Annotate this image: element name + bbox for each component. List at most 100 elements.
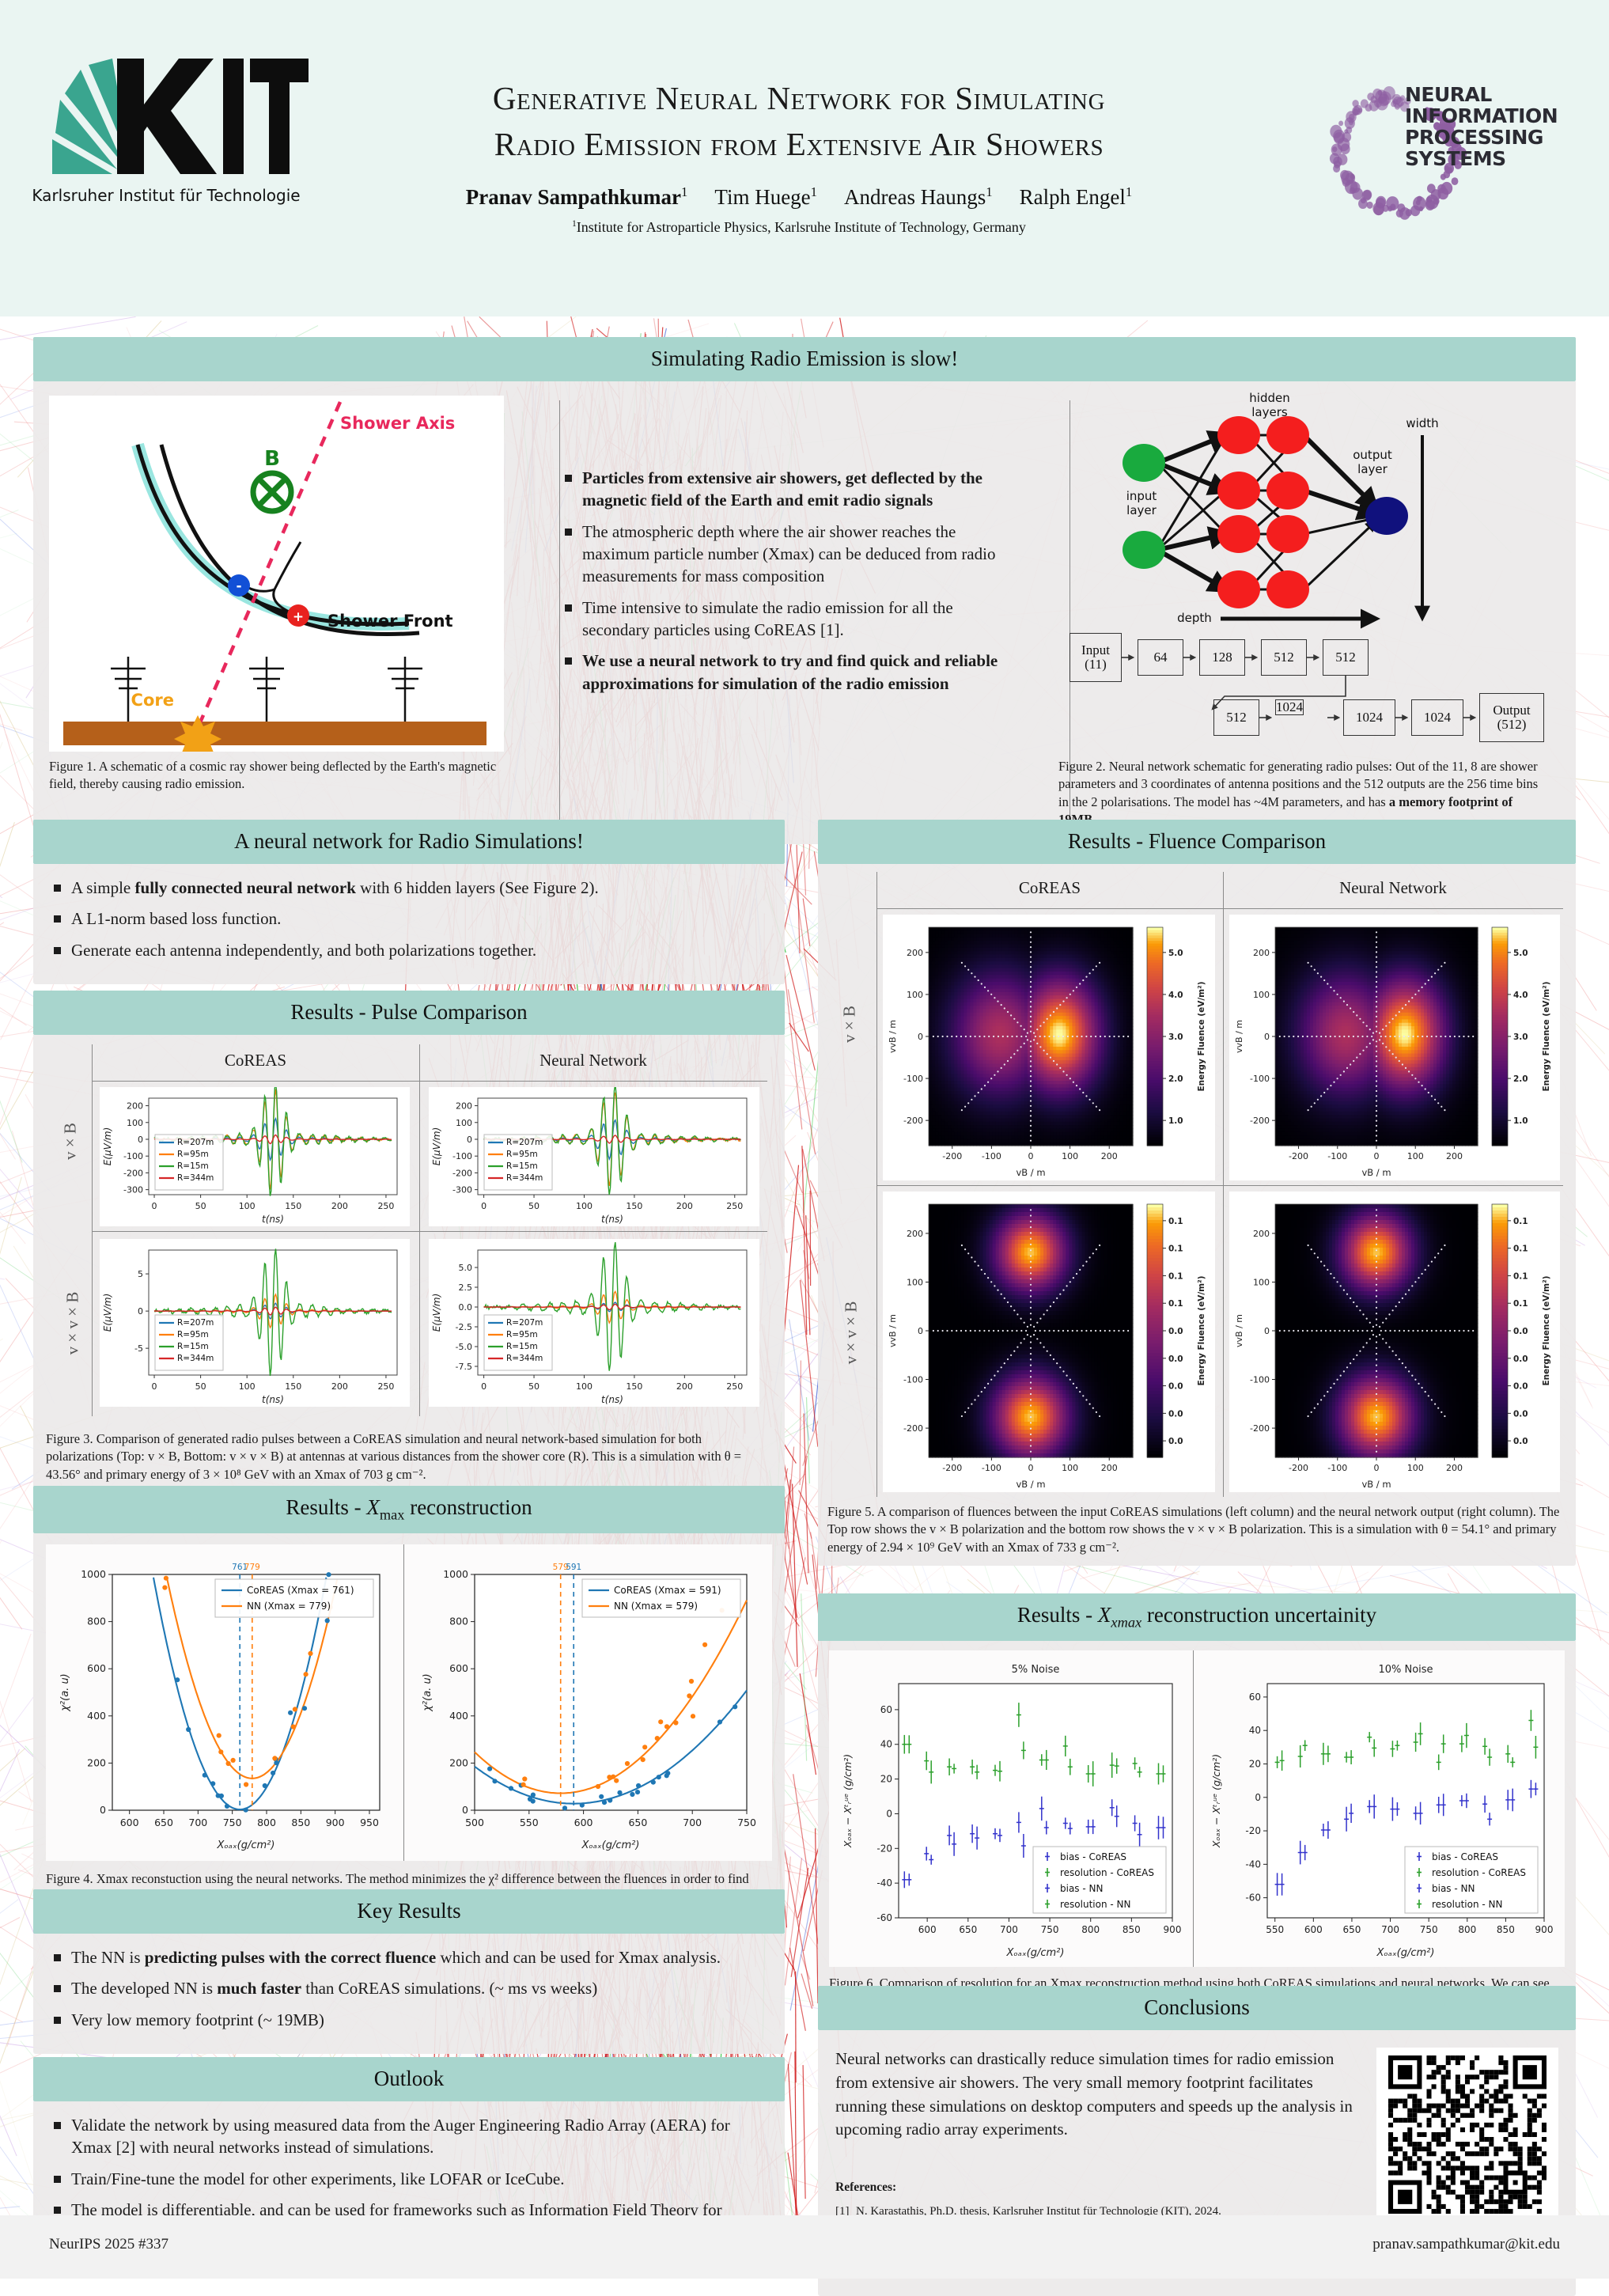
svg-text:250: 250 [726,1201,743,1211]
svg-text:800: 800 [87,1616,106,1627]
svg-text:100: 100 [576,1381,592,1392]
svg-text:E(μV/m): E(μV/m) [102,1294,113,1332]
svg-text:CoREAS (Xmax = 591): CoREAS (Xmax = 591) [614,1585,721,1596]
svg-text:B: B [264,447,280,471]
svg-text:200: 200 [127,1101,143,1112]
author-4: Ralph Engel [1020,185,1126,209]
svg-text:0: 0 [152,1201,157,1211]
svg-text:t(ns): t(ns) [262,1214,284,1225]
svg-text:R=15m: R=15m [506,1342,538,1351]
svg-text:0.0: 0.0 [459,1302,473,1313]
poster-header: Karlsruher Institut für Technologie Gene… [0,0,1609,316]
nn-pipeline-64: 64 [1138,639,1183,676]
section-pulse-comparison-title: Results - Pulse Comparison [33,991,785,1035]
nn-pipeline-512c: 512 [1213,699,1259,736]
svg-text:Shower Axis: Shower Axis [340,414,455,433]
section-pulse-comparison: Results - Pulse Comparison v × B v × v ×… [33,991,785,1495]
svg-text:50: 50 [528,1201,539,1211]
svg-text:R=207m: R=207m [177,1318,214,1328]
nn-pipeline-output: Output(512) [1479,693,1544,742]
nn-depth-label: depth [1169,611,1220,625]
svg-text:R=15m: R=15m [177,1342,209,1351]
svg-text:0: 0 [481,1381,486,1392]
section-xmax-uncertainty: Results - Xxmax reconstruction uncertain… [818,1593,1576,2020]
list-item: A simple fully connected neural network … [51,877,767,899]
figure-3-caption: Figure 3. Comparison of generated radio … [46,1430,772,1483]
section-conclusions-title: Conclusions [818,1986,1576,2030]
author-2-sup: 1 [811,184,817,199]
svg-text:R=344m: R=344m [506,1173,543,1183]
svg-text:R=344m: R=344m [177,1354,214,1363]
svg-text:Xₒₐₓ(g/cm²): Xₒₐₓ(g/cm²) [581,1839,640,1851]
svg-text:5: 5 [138,1269,143,1279]
svg-text:-5: -5 [134,1343,143,1354]
pulse-row-label-vxvxb: v × v × B [63,1276,83,1371]
svg-text:0: 0 [100,1804,106,1816]
section-fluence-comparison: Results - Fluence Comparison v × B v × v… [818,820,1576,1566]
svg-text:R=95m: R=95m [506,1330,538,1339]
affiliation: 1Institute for Astroparticle Physics, Ka… [332,219,1266,236]
svg-text:200: 200 [331,1381,348,1392]
pulse-grid-vline-mid [419,1044,420,1416]
neurips-line-1: NEURAL [1405,84,1558,105]
svg-text:0: 0 [138,1135,143,1145]
svg-text:200: 200 [449,1757,468,1769]
svg-text:150: 150 [285,1201,301,1211]
svg-text:500: 500 [465,1817,484,1828]
svg-text:NN (Xmax = 579): NN (Xmax = 579) [614,1601,698,1612]
svg-text:E(μV/m): E(μV/m) [431,1127,442,1166]
figure-1-container: B - + Core Shower Axis Shower Front [49,396,539,828]
nn-output-layer-label: output layer [1337,448,1408,476]
section-nn-radio-title: A neural network for Radio Simulations! [33,820,785,864]
svg-text:R=207m: R=207m [177,1138,214,1147]
pulse-grid-vline-left [92,1044,93,1416]
svg-text:650: 650 [154,1817,173,1828]
svg-text:950: 950 [360,1817,379,1828]
list-item: Very low memory footprint (~ 19MB) [51,2009,767,2031]
svg-text:0: 0 [138,1306,143,1317]
poster-footer: NeurIPS 2025 #337 pranav.sampathkumar@ki… [0,2215,1609,2279]
section-nn-radio-simulations: A neural network for Radio Simulations! … [33,820,785,984]
svg-text:100: 100 [456,1118,472,1128]
references-heading: References: [835,2178,1361,2197]
page-title-line-1: Generative Neural Network for Simulating [332,75,1266,121]
svg-text:150: 150 [626,1381,642,1392]
svg-text:750: 750 [223,1817,242,1828]
figure-1-caption: Figure 1. A schematic of a cosmic ray sh… [49,758,504,794]
svg-text:E(μV/m): E(μV/m) [102,1127,113,1166]
section-key-results-title: Key Results [33,1889,785,1934]
svg-text:-2.5: -2.5 [456,1322,472,1332]
svg-text:400: 400 [449,1710,468,1722]
svg-text:200: 200 [331,1201,348,1211]
svg-text:600: 600 [120,1817,139,1828]
fluence-row-label-vxvxb: v × v × B [842,1278,861,1389]
nn-pipeline-512b: 512 [1323,639,1369,676]
simulating-slow-bullets: Particles from extensive air showers, ge… [539,396,1038,828]
svg-text:591: 591 [566,1563,581,1572]
svg-text:-200: -200 [123,1168,143,1178]
list-item: The atmospheric depth where the air show… [562,521,1024,588]
svg-text:100: 100 [239,1381,256,1392]
figure-2-image: hidden layers width output layer input l… [1058,396,1549,712]
svg-text:100: 100 [239,1201,256,1211]
svg-text:100: 100 [127,1118,143,1128]
svg-text:+: + [293,609,304,625]
svg-text:0: 0 [481,1201,486,1211]
fluence-grid-hline-mid [876,1185,1563,1186]
svg-text:R=95m: R=95m [177,1150,209,1159]
svg-text:0: 0 [152,1381,157,1392]
svg-text:800: 800 [257,1817,276,1828]
qr-code[interactable] [1376,2048,1558,2226]
bullet-text: The atmospheric depth where the air show… [582,522,995,586]
svg-text:R=344m: R=344m [506,1354,543,1363]
section-xmax-reconstruction-title: Results - Xmax reconstruction [33,1486,785,1533]
svg-text:R=95m: R=95m [506,1150,538,1159]
svg-text:150: 150 [285,1381,301,1392]
uncert-grid-vline [1193,1650,1194,1967]
svg-text:R=15m: R=15m [177,1161,209,1171]
